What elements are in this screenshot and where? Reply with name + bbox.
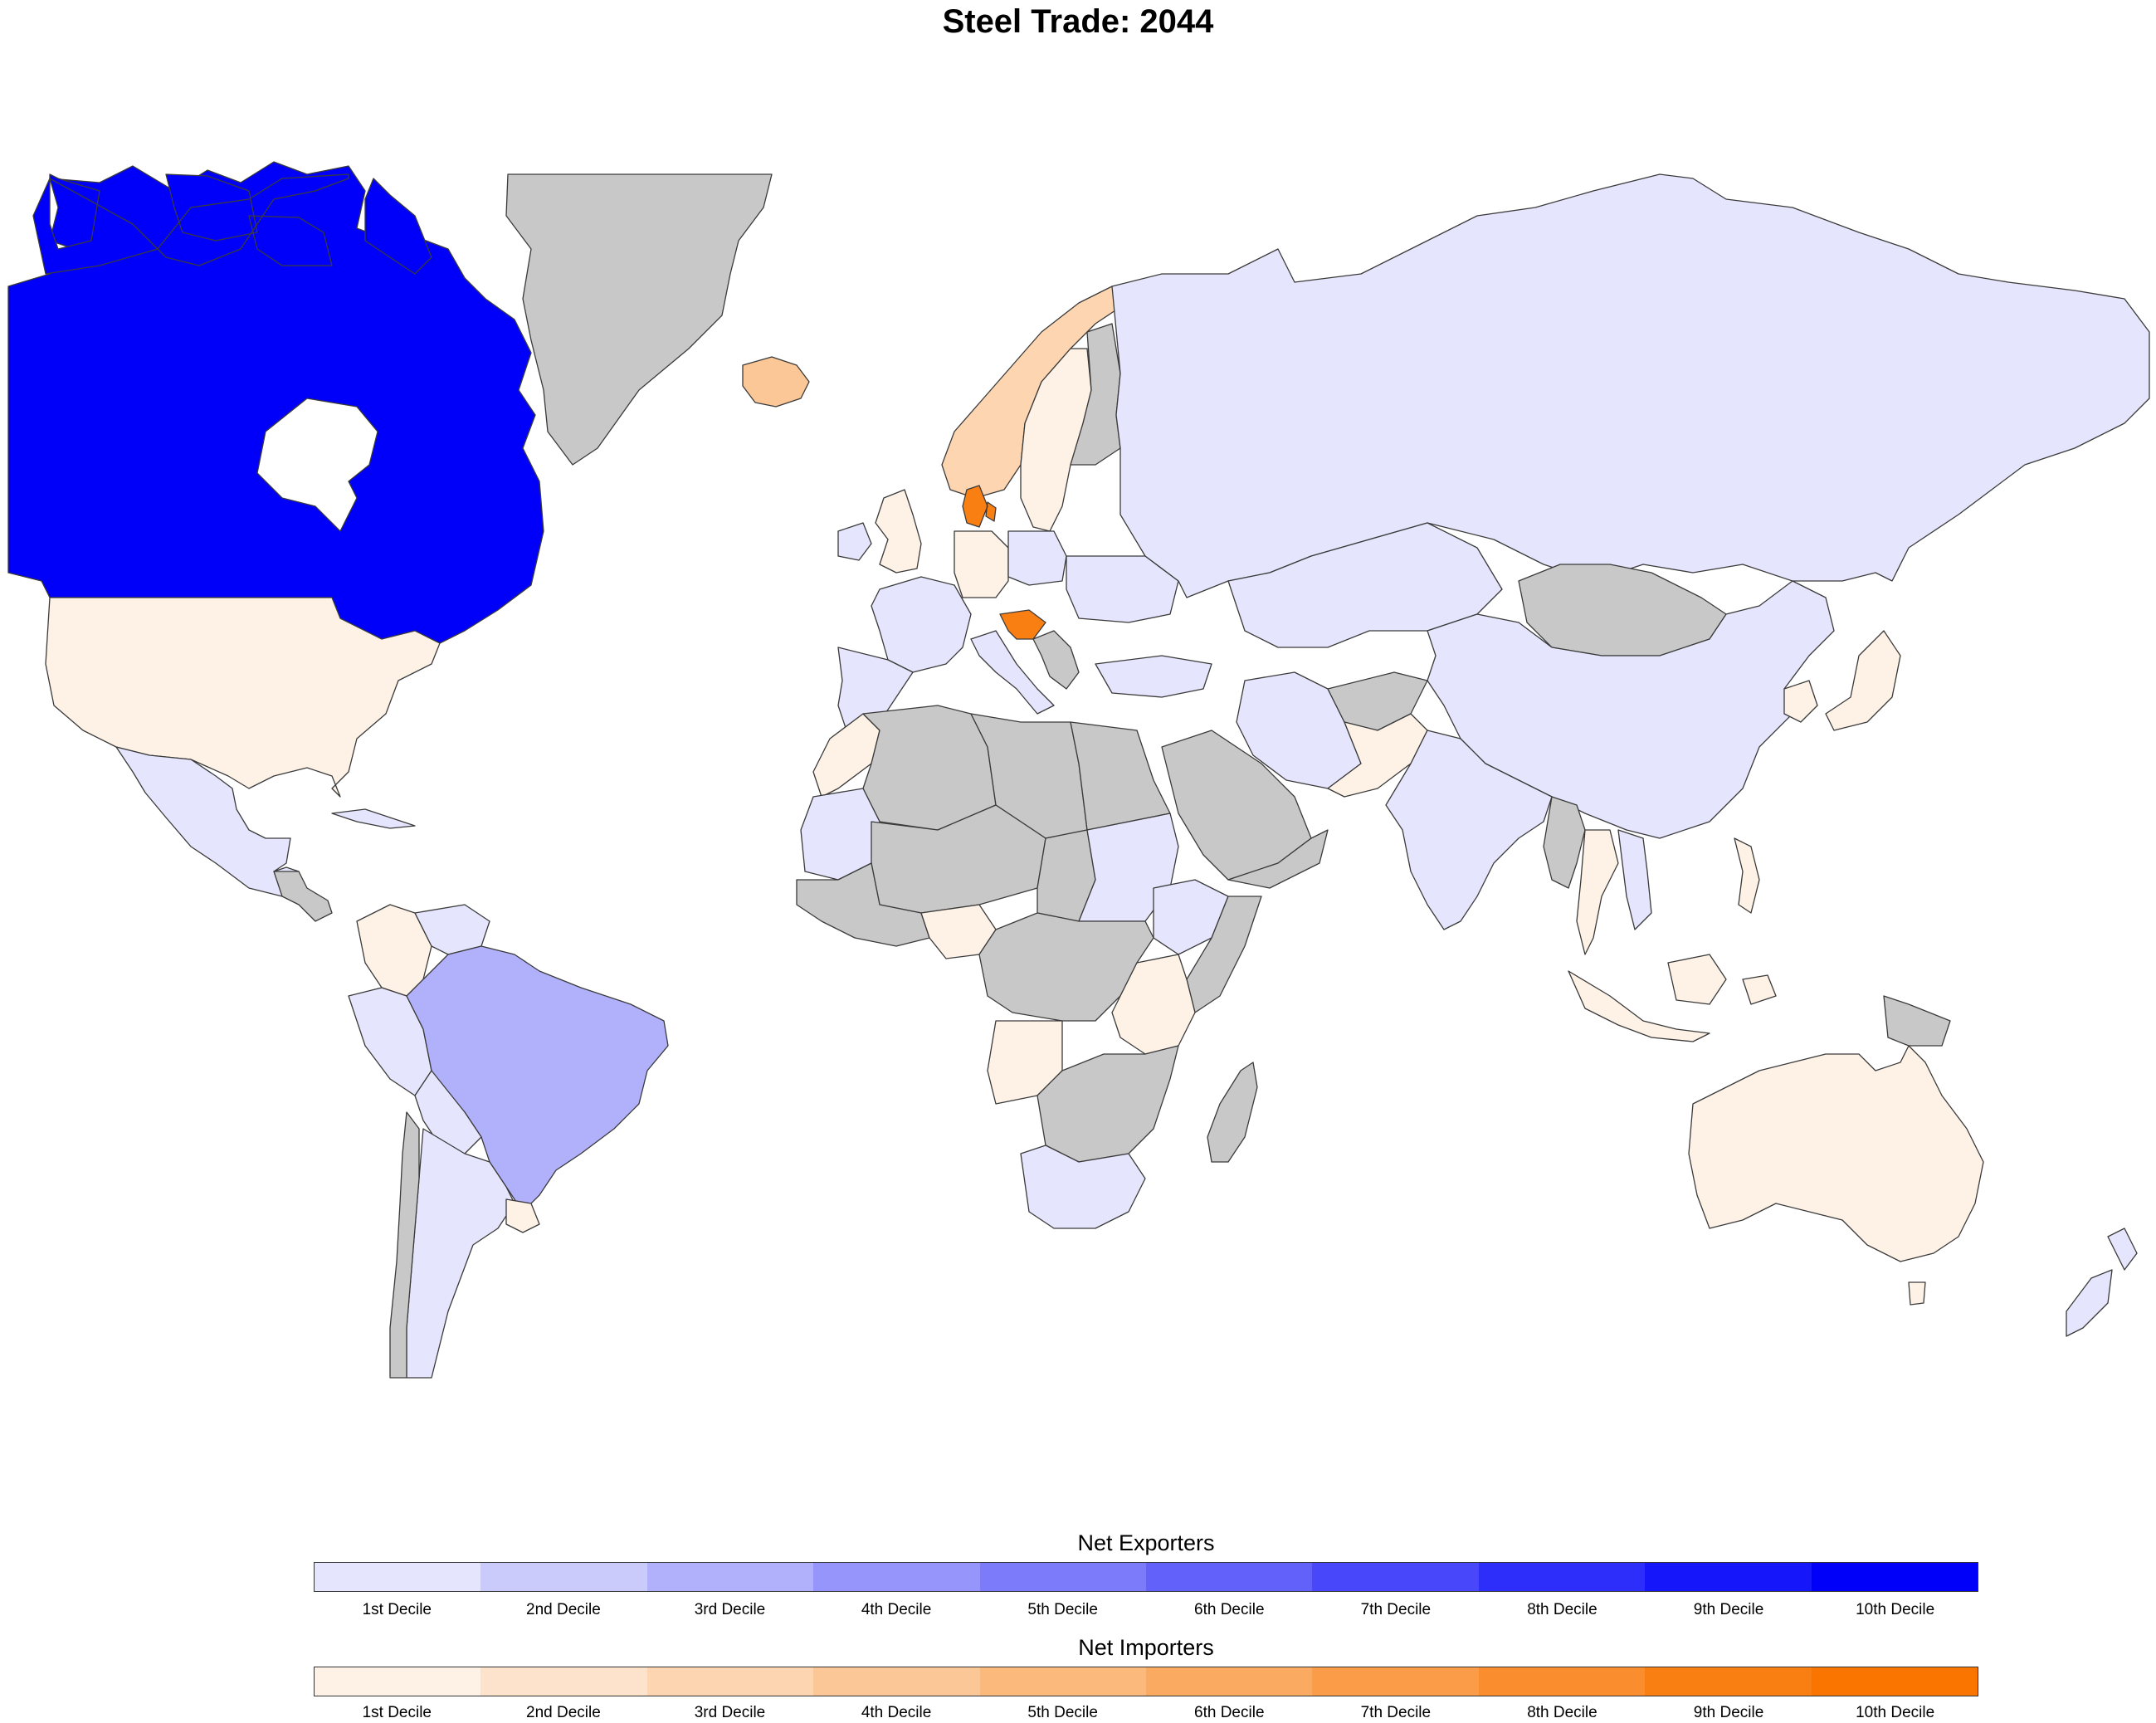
exporters-swatch-8: [1478, 1563, 1646, 1591]
importers-colorbar: [314, 1667, 1978, 1696]
exporters-swatch-4: [813, 1563, 980, 1591]
exporters-label-6: 6th Decile: [1194, 1601, 1265, 1618]
importers-label-3: 3rd Decile: [694, 1704, 766, 1721]
country-madagascar[interactable]: [1207, 1062, 1258, 1163]
importers-label-5: 5th Decile: [1027, 1704, 1098, 1721]
exporters-label-5: 5th Decile: [1027, 1601, 1098, 1618]
country-india[interactable]: [1385, 730, 1553, 930]
importers-swatch-9: [1645, 1667, 1812, 1696]
importers-swatch-3: [646, 1667, 814, 1696]
exporters-swatch-1: [315, 1563, 481, 1591]
importers-label-8: 8th Decile: [1527, 1704, 1597, 1721]
country-iceland[interactable]: [742, 356, 810, 408]
importers-label-1: 1st Decile: [362, 1704, 432, 1721]
exporters-swatch-5: [979, 1563, 1147, 1591]
country-pakistan[interactable]: [1327, 713, 1428, 798]
country-turkey[interactable]: [1095, 655, 1212, 698]
exporters-swatch-6: [1146, 1563, 1313, 1591]
importers-label-9: 9th Decile: [1693, 1704, 1764, 1721]
country-cuba[interactable]: [331, 808, 416, 829]
country-norway[interactable]: [941, 286, 1121, 499]
exporters-decile-labels: 1st Decile 2nd Decile 3rd Decile 4th Decile…: [314, 1601, 1978, 1619]
importers-swatch-4: [813, 1667, 980, 1696]
importers-label-7: 7th Decile: [1360, 1704, 1432, 1721]
importers-swatch-10: [1811, 1667, 1978, 1696]
country-yemen-oman[interactable]: [1227, 829, 1329, 889]
importers-decile-labels: 1st Decile 2nd Decile 3rd Decile 4th Decile…: [314, 1704, 1978, 1722]
exporters-label-9: 9th Decile: [1693, 1601, 1764, 1618]
country-central-africa[interactable]: [978, 912, 1154, 1022]
map-title: Steel Trade: 2044: [942, 3, 1214, 40]
importers-label-10: 10th Decile: [1856, 1704, 1935, 1721]
importers-label-2: 2nd Decile: [526, 1704, 601, 1721]
country-indonesia[interactable]: [1568, 954, 1777, 1042]
hudson-bay: [256, 398, 378, 532]
exporters-label-10: 10th Decile: [1856, 1601, 1935, 1618]
exporters-label-2: 2nd Decile: [526, 1601, 601, 1618]
country-vietnam[interactable]: [1617, 829, 1652, 930]
country-korea[interactable]: [1783, 680, 1818, 723]
importers-swatch-1: [315, 1667, 481, 1696]
country-uruguay[interactable]: [505, 1198, 540, 1233]
country-kazakhstan[interactable]: [1227, 522, 1503, 648]
country-ireland[interactable]: [837, 522, 872, 561]
exporters-label-4: 4th Decile: [861, 1601, 932, 1618]
importers-swatch-7: [1312, 1667, 1479, 1696]
country-papua-new-guinea[interactable]: [1883, 995, 1951, 1047]
country-japan[interactable]: [1825, 630, 1901, 731]
country-croatia[interactable]: [999, 609, 1046, 640]
country-germany[interactable]: [954, 530, 1009, 598]
country-mongolia[interactable]: [1518, 564, 1727, 656]
country-finland[interactable]: [1070, 323, 1121, 466]
country-russia[interactable]: [1111, 173, 2150, 598]
exporters-swatch-7: [1312, 1563, 1479, 1591]
exporters-legend-title: Net Exporters: [1077, 1530, 1215, 1555]
country-chile[interactable]: [389, 1111, 420, 1379]
importers-swatch-8: [1478, 1667, 1646, 1696]
country-mexico[interactable]: [115, 746, 304, 897]
country-central-america[interactable]: [273, 871, 333, 922]
exporters-label-1: 1st Decile: [362, 1601, 432, 1618]
exporters-label-7: 7th Decile: [1360, 1601, 1432, 1618]
importers-swatch-6: [1146, 1667, 1313, 1696]
country-balkans[interactable]: [1032, 630, 1080, 690]
country-poland[interactable]: [1007, 530, 1067, 586]
country-canada-islands[interactable]: [32, 173, 432, 275]
importers-swatch-5: [979, 1667, 1147, 1696]
exporters-label-3: 3rd Decile: [694, 1601, 766, 1618]
country-thailand[interactable]: [1576, 829, 1619, 955]
country-philippines[interactable]: [1734, 837, 1760, 914]
importers-legend-title: Net Importers: [1078, 1635, 1214, 1660]
exporters-swatch-9: [1645, 1563, 1812, 1591]
country-south-africa[interactable]: [1020, 1145, 1146, 1229]
country-somalia[interactable]: [1186, 896, 1262, 1013]
importers-label-4: 4th Decile: [861, 1704, 932, 1721]
country-united-kingdom[interactable]: [875, 489, 922, 574]
country-tasmania[interactable]: [1908, 1281, 1926, 1306]
exporters-swatch-2: [480, 1563, 647, 1591]
country-france[interactable]: [871, 576, 972, 673]
exporters-label-8: 8th Decile: [1527, 1601, 1597, 1618]
country-greenland[interactable]: [505, 173, 773, 466]
country-myanmar[interactable]: [1543, 796, 1586, 889]
country-australia[interactable]: [1688, 1045, 1984, 1262]
country-italy[interactable]: [970, 630, 1055, 715]
exporters-swatch-10: [1811, 1563, 1978, 1591]
exporters-swatch-3: [646, 1563, 814, 1591]
importers-label-6: 6th Decile: [1194, 1704, 1265, 1721]
importers-swatch-2: [480, 1667, 647, 1696]
country-denmark[interactable]: [962, 485, 997, 528]
exporters-colorbar: [314, 1562, 1978, 1592]
country-new-zealand[interactable]: [2066, 1228, 2138, 1337]
country-egypt[interactable]: [1070, 721, 1171, 831]
